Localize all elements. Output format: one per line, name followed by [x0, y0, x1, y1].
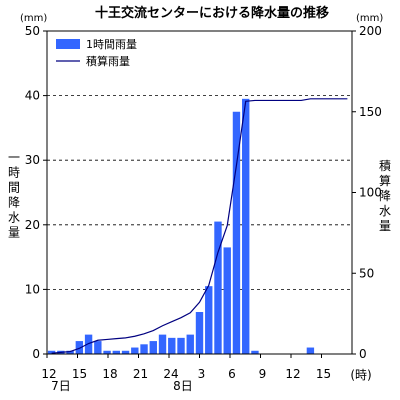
- hourly-bars: [47, 98, 315, 354]
- right-axis-tick-label: 100: [359, 186, 382, 200]
- left-axis-unit: (mm): [20, 13, 47, 24]
- left-axis-tick-label: 0: [32, 347, 40, 361]
- chart-title: 十王交流センターにおける降水量の推移: [95, 5, 329, 21]
- x-axis-date-label: 8日: [173, 379, 193, 393]
- rain-bar: [186, 334, 194, 354]
- rain-bar: [94, 341, 102, 354]
- left-axis-tick-label: 50: [25, 24, 40, 38]
- right-axis-title: 積算降水量: [379, 158, 391, 233]
- x-axis-tick-label: 21: [133, 367, 148, 381]
- rain-bar: [103, 350, 111, 354]
- rain-bar: [140, 344, 148, 354]
- right-axis-tick-label: 50: [359, 266, 374, 280]
- x-axis-unit: (時): [350, 368, 371, 382]
- left-axis-tick-label: 20: [25, 218, 40, 232]
- x-axis-tick-label: 15: [72, 367, 87, 381]
- x-axis-tick-label: 24: [163, 367, 178, 381]
- cumulative-line: [51, 98, 348, 354]
- axes: 0 10 20 30 40 50 0 50 100 150 200 12 15 18 21 24 3 6 9 12 15…: [25, 24, 382, 393]
- legend-swatch-bar: [56, 39, 80, 49]
- right-axis-tick-label: 150: [359, 105, 382, 119]
- x-axis-tick-label: 18: [102, 367, 117, 381]
- rain-bar: [47, 350, 56, 354]
- x-axis-tick-label: 15: [316, 367, 331, 381]
- right-axis-tick-label: 0: [359, 347, 367, 361]
- legend: 1時間雨量 積算雨量: [56, 38, 137, 68]
- rain-bar: [205, 286, 213, 354]
- rain-bar: [66, 350, 74, 354]
- rain-bar: [214, 221, 222, 354]
- left-axis-tick-label: 40: [25, 89, 40, 103]
- x-axis-tick-label: 12: [285, 367, 300, 381]
- cumulative-line-layer: [51, 98, 348, 354]
- rain-bar: [121, 350, 130, 354]
- x-axis-tick-label: 3: [198, 367, 206, 381]
- x-axis-date-label: 7日: [51, 379, 71, 393]
- rain-bar: [306, 347, 315, 354]
- rain-bar: [195, 312, 204, 354]
- rain-bar: [75, 341, 84, 354]
- rain-bar: [223, 247, 231, 354]
- x-axis-tick-label: 6: [228, 367, 236, 381]
- rain-bar: [232, 111, 241, 354]
- legend-label-bar: 1時間雨量: [86, 38, 137, 51]
- rain-bar: [251, 350, 259, 354]
- rain-bar: [242, 98, 250, 354]
- x-axis-tick-label: 9: [259, 367, 267, 381]
- right-axis-unit: (mm): [356, 13, 383, 24]
- plot-frame: [46, 30, 353, 355]
- left-axis-tick-label: 30: [25, 153, 40, 167]
- rain-bar: [131, 347, 139, 354]
- x-axis-tick-label: 12: [41, 367, 56, 381]
- right-axis-tick-label: 200: [359, 24, 382, 38]
- rain-bar: [158, 334, 167, 354]
- left-axis-tick-label: 10: [25, 282, 40, 296]
- legend-label-line: 積算雨量: [86, 54, 130, 68]
- rain-bar: [168, 337, 176, 354]
- rain-bar: [84, 334, 93, 354]
- grid-lines: [47, 95, 352, 290]
- left-axis-title: 一時間降水量: [8, 151, 20, 240]
- rain-bar: [112, 350, 121, 354]
- rain-bar: [177, 337, 185, 354]
- rain-bar: [149, 341, 157, 354]
